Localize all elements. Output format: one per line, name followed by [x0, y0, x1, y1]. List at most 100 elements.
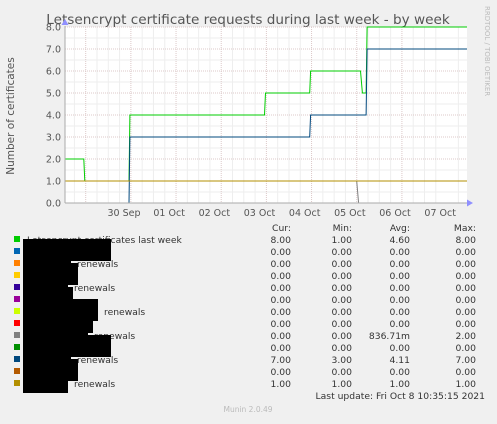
x-axis-arrow — [467, 199, 473, 207]
legend-value-avg: 0.00 — [390, 259, 411, 270]
legend-value-avg: 0.00 — [390, 343, 411, 354]
legend-value-max: 0.00 — [456, 307, 477, 318]
legend-label: renewals — [77, 259, 118, 270]
legend-value-avg: 0.00 — [390, 271, 411, 282]
legend-value-max: 0.00 — [456, 319, 477, 330]
legend-value-min: 0.00 — [332, 271, 353, 282]
legend-value-min: 3.00 — [332, 355, 353, 366]
legend-value-min: 0.00 — [332, 367, 353, 378]
redacted-block — [23, 371, 68, 393]
y-tick-label: 8.0 — [46, 23, 61, 34]
y-axis-label: Number of certificates — [5, 57, 17, 174]
legend-value-max: 8.00 — [456, 235, 477, 246]
x-tick-label: 06 Oct — [379, 208, 411, 219]
legend-swatch — [14, 248, 20, 254]
y-tick-label: 6.0 — [46, 67, 61, 78]
legend-value-max: 1.00 — [456, 379, 477, 390]
legend-value-max: 0.00 — [456, 283, 477, 294]
legend-value-avg: 0.00 — [390, 319, 411, 330]
legend-value-avg: 0.00 — [390, 247, 411, 258]
legend-swatch — [14, 272, 20, 278]
x-tick-label: 07 Oct — [424, 208, 456, 219]
legend-value-min: 0.00 — [332, 331, 353, 342]
legend-value-min: 0.00 — [332, 343, 353, 354]
x-tick-label: 04 Oct — [289, 208, 321, 219]
legend-swatch — [14, 236, 20, 242]
x-tick-labels: 30 Sep 01 Oct 02 Oct 03 Oct 04 Oct 05 Oct 06 O… — [107, 208, 456, 219]
legend-value-cur: 0.00 — [271, 283, 292, 294]
munin-footer: Munin 2.0.49 — [223, 405, 272, 414]
x-tick-label: 01 Oct — [153, 208, 185, 219]
legend-value-min: 0.00 — [332, 247, 353, 258]
legend-value-cur: 0.00 — [271, 259, 292, 270]
legend-value-avg: 0.00 — [390, 295, 411, 306]
legend-value-cur: 0.00 — [271, 247, 292, 258]
legend-swatch — [14, 332, 20, 338]
legend-value-cur: 0.00 — [271, 367, 292, 378]
legend-header-avg: Avg: — [390, 223, 410, 234]
legend-header-cur: Cur: — [272, 223, 291, 234]
legend-swatch — [14, 284, 20, 290]
legend-swatch — [14, 368, 20, 374]
legend-value-cur: 0.00 — [271, 331, 292, 342]
rrdtool-side-label: RRDTOOL / TOBI OETIKER — [483, 6, 491, 96]
legend-label: renewals — [104, 307, 145, 318]
legend-value-cur: 0.00 — [271, 343, 292, 354]
legend-value-max: 0.00 — [456, 247, 477, 258]
legend-value-min: 0.00 — [332, 295, 353, 306]
legend-value-avg: 4.11 — [390, 355, 410, 366]
legend-value-avg: 0.00 — [390, 367, 411, 378]
legend-value-max: 0.00 — [456, 259, 477, 270]
legend-label: renewals — [74, 283, 115, 294]
legend-value-min: 0.00 — [332, 259, 353, 270]
legend-value-min: 1.00 — [332, 379, 353, 390]
legend-value-min: 1.00 — [332, 235, 353, 246]
y-tick-label: 4.0 — [46, 111, 61, 122]
legend-header-min: Min: — [333, 223, 352, 234]
y-axis-arrow — [61, 19, 69, 25]
legend-swatch — [14, 344, 20, 350]
legend-swatch — [14, 260, 20, 266]
x-tick-label: 03 Oct — [244, 208, 276, 219]
legend-value-cur: 0.00 — [271, 271, 292, 282]
legend-value-max: 0.00 — [456, 271, 477, 282]
series-line-10 — [65, 48, 467, 204]
legend-value-cur: 1.00 — [271, 379, 292, 390]
legend-value-max: 2.00 — [456, 331, 477, 342]
x-tick-label: 05 Oct — [334, 208, 366, 219]
chart-title: Letsencrypt certificate requests during … — [46, 12, 450, 28]
legend-swatch — [14, 308, 20, 314]
legend-value-avg: 836.71m — [369, 331, 410, 342]
legend-swatch — [14, 296, 20, 302]
legend-swatch — [14, 356, 20, 362]
y-tick-label: 1.0 — [46, 177, 61, 188]
legend-value-min: 0.00 — [332, 319, 353, 330]
legend-value-cur: 0.00 — [271, 307, 292, 318]
legend-label: renewals — [77, 355, 118, 366]
legend-value-avg: 0.00 — [390, 283, 411, 294]
legend-value-cur: 0.00 — [271, 319, 292, 330]
y-tick-label: 5.0 — [46, 89, 61, 100]
legend-swatch — [14, 380, 20, 386]
legend-value-avg: 0.00 — [390, 307, 411, 318]
x-tick-label: 02 Oct — [199, 208, 231, 219]
legend-value-max: 0.00 — [456, 343, 477, 354]
legend-value-cur: 8.00 — [271, 235, 292, 246]
legend-header-max: Max: — [454, 223, 476, 234]
legend-value-max: 7.00 — [456, 355, 477, 366]
legend-swatch — [14, 320, 20, 326]
y-tick-labels: 0.0 1.0 2.0 3.0 4.0 5.0 6.0 7.0 8.0 — [46, 23, 61, 210]
y-tick-label: 3.0 — [46, 133, 61, 144]
x-tick-label: 30 Sep — [107, 208, 140, 219]
legend-label: renewals — [74, 379, 115, 390]
legend-value-avg: 4.60 — [390, 235, 411, 246]
legend-label: renewals — [94, 331, 135, 342]
legend-value-min: 0.00 — [332, 307, 353, 318]
legend-value-cur: 7.00 — [271, 355, 292, 366]
legend-value-avg: 1.00 — [390, 379, 411, 390]
legend-value-cur: 0.00 — [271, 295, 292, 306]
legend-value-max: 0.00 — [456, 367, 477, 378]
y-tick-label: 0.0 — [46, 199, 61, 210]
